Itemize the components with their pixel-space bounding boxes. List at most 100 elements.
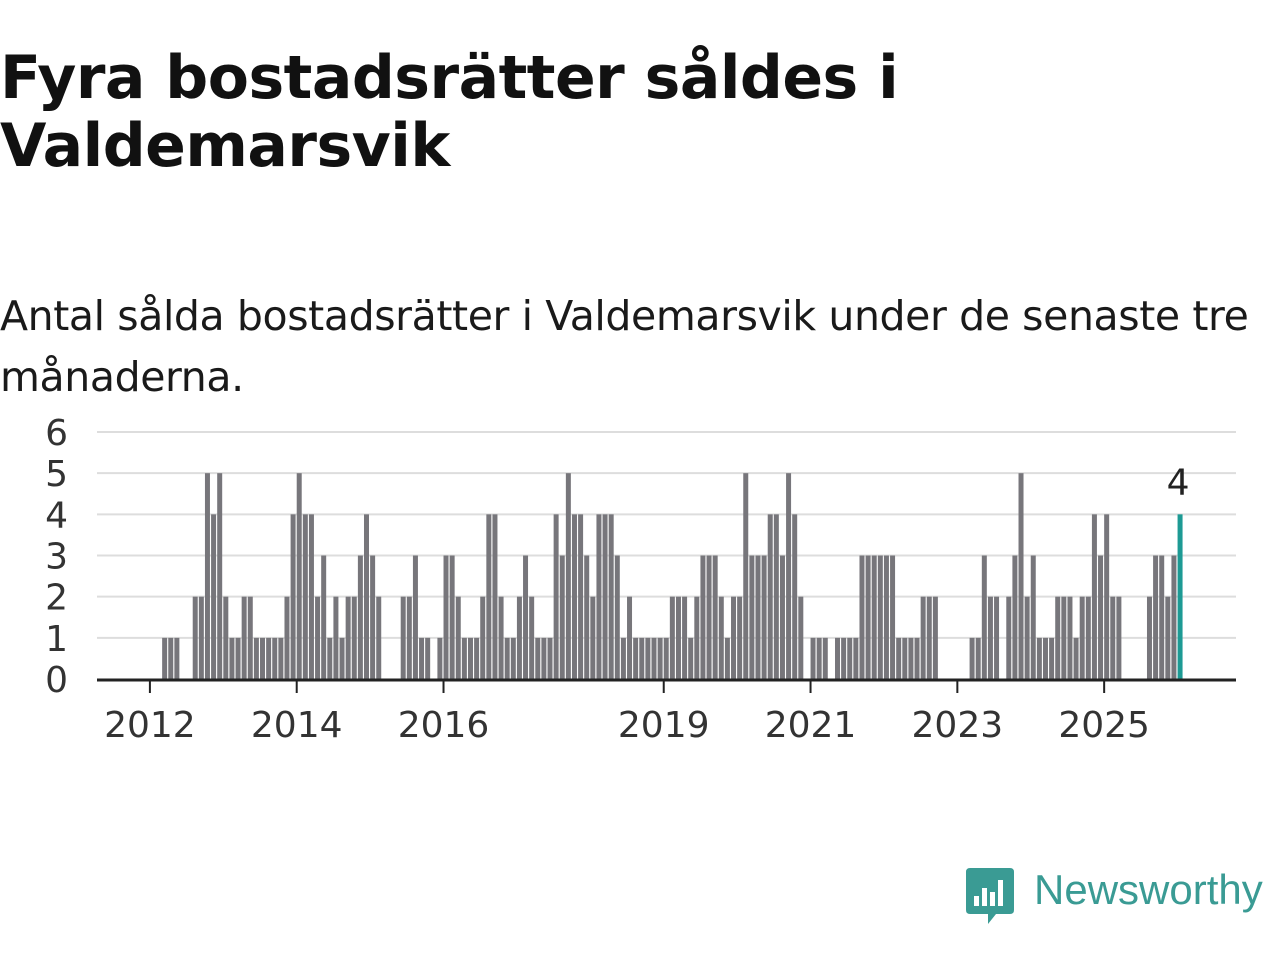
bar (247, 596, 253, 679)
y-tick-label: 6 (45, 413, 68, 454)
bar (529, 596, 535, 679)
bar (376, 596, 382, 679)
bar (1012, 555, 1018, 679)
bar (363, 514, 369, 679)
bar (357, 555, 363, 679)
bar (908, 637, 914, 679)
bar (975, 637, 981, 679)
bar (994, 596, 1000, 679)
x-tick-label: 2012 (104, 705, 196, 746)
bar (272, 637, 278, 679)
bar (1006, 596, 1012, 679)
bar (1165, 596, 1171, 679)
bar (284, 596, 290, 679)
bar (743, 473, 749, 679)
x-tick-label: 2025 (1058, 705, 1150, 746)
bar (920, 596, 926, 679)
bar (443, 555, 449, 679)
x-tick-label: 2021 (765, 705, 857, 746)
bar (737, 596, 743, 679)
bar (663, 637, 669, 679)
bar (1067, 596, 1073, 679)
bar (308, 514, 314, 679)
bar (816, 637, 822, 679)
bar (669, 596, 675, 679)
bar (731, 596, 737, 679)
bar (553, 514, 559, 679)
bar (749, 555, 755, 679)
bar (168, 637, 174, 679)
bar (914, 637, 920, 679)
bar (657, 637, 663, 679)
bar (486, 514, 492, 679)
bar (302, 514, 308, 679)
bar (1091, 514, 1097, 679)
bar (675, 596, 681, 679)
x-tick-label: 2016 (398, 705, 490, 746)
bar (419, 637, 425, 679)
bar (339, 637, 345, 679)
bar (682, 596, 688, 679)
bar (1061, 596, 1067, 679)
bar (198, 596, 204, 679)
bar (932, 596, 938, 679)
bar (241, 596, 247, 679)
bar (627, 596, 633, 679)
bar (217, 473, 223, 679)
bar (688, 637, 694, 679)
bar (902, 637, 908, 679)
y-tick-label: 2 (45, 578, 68, 619)
bar (1171, 555, 1177, 679)
bar (883, 555, 889, 679)
y-tick-label: 4 (45, 495, 68, 536)
bar (767, 514, 773, 679)
bar (810, 637, 816, 679)
bar (523, 555, 529, 679)
bar (651, 637, 657, 679)
bar (1030, 555, 1036, 679)
bar (1079, 596, 1085, 679)
bar (890, 555, 896, 679)
x-tick-label: 2023 (912, 705, 1004, 746)
bar (327, 637, 333, 679)
bar (706, 555, 712, 679)
bar (798, 596, 804, 679)
bar (406, 596, 412, 679)
bar (596, 514, 602, 679)
bar (345, 596, 351, 679)
bar (510, 637, 516, 679)
bar (492, 514, 498, 679)
x-tick-label: 2019 (618, 705, 710, 746)
bar (822, 637, 828, 679)
bar (425, 637, 431, 679)
bar (498, 596, 504, 679)
bar (266, 637, 272, 679)
bar (847, 637, 853, 679)
bar (1098, 555, 1104, 679)
bar (204, 473, 210, 679)
bar (1018, 473, 1024, 679)
bar (1110, 596, 1116, 679)
x-axis-ticks: 2012 2014 2016 2019 2021 2023 2025 (104, 681, 1150, 746)
bar (1024, 596, 1030, 679)
bar (608, 514, 614, 679)
newsworthy-logo-text: Newsworthy (1034, 866, 1263, 913)
bar (786, 473, 792, 679)
bar (229, 637, 235, 679)
bar (504, 637, 510, 679)
bar (1153, 555, 1159, 679)
bar-highlighted (1177, 514, 1183, 679)
bar (853, 637, 859, 679)
bar (835, 637, 841, 679)
bar (877, 555, 883, 679)
bar (639, 637, 645, 679)
bar (400, 596, 406, 679)
bar (235, 637, 241, 679)
y-tick-label: 1 (45, 619, 68, 660)
bar (620, 637, 626, 679)
bar (290, 514, 296, 679)
bar (192, 596, 198, 679)
bar (694, 596, 700, 679)
